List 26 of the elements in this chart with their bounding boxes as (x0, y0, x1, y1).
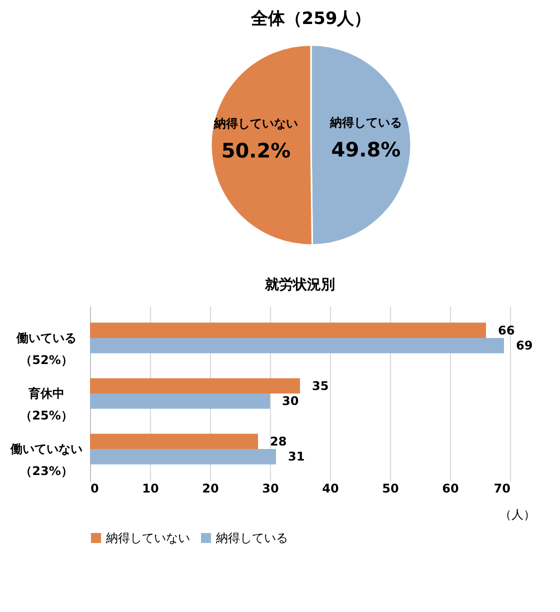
x-tick-label: 20 (202, 482, 219, 496)
data-label: 30 (282, 394, 299, 408)
slice-label: 納得していない (213, 116, 298, 130)
slice-label: 納得している (329, 116, 402, 130)
data-label: 66 (498, 323, 515, 338)
x-tick-label: 50 (382, 482, 399, 496)
data-label: 69 (516, 338, 533, 353)
data-label: 31 (288, 450, 305, 464)
y-tick-label: 育休中（25%） (20, 386, 73, 422)
data-label: 35 (312, 378, 329, 393)
x-tick-label: 0 (90, 482, 99, 496)
legend-label: 納得していない (106, 531, 190, 545)
data-label: 28 (270, 434, 287, 448)
x-tick-label: 60 (442, 482, 459, 496)
data-label: 49.8% (331, 138, 401, 162)
x-tick-label: 10 (142, 482, 159, 496)
chart-title: 就労状況別 (264, 277, 335, 293)
x-axis-title: （人） (500, 508, 536, 522)
x-tick-label: 30 (262, 482, 279, 496)
data-label: 50.2% (221, 138, 291, 162)
legend-label: 納得している (216, 531, 288, 545)
x-tick-label: 40 (322, 482, 339, 496)
chart-title: 全体（259人） (250, 9, 372, 29)
y-tick-label: 働いていない（23%） (10, 442, 82, 478)
y-tick-label: 働いている（52%） (16, 330, 76, 367)
x-tick-label: 70 (494, 482, 510, 496)
